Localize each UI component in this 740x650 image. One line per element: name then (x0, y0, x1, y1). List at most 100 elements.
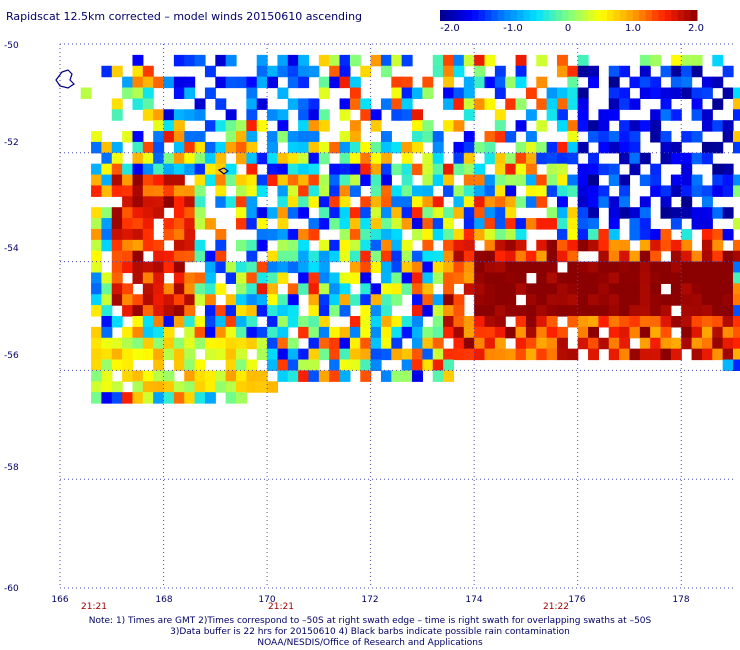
data-cell (650, 163, 662, 176)
data-cell (349, 131, 361, 143)
data-cell (556, 305, 568, 317)
data-cell (556, 294, 568, 306)
data-cell (267, 163, 279, 176)
data-cell (494, 152, 506, 165)
data-cell (422, 76, 434, 89)
data-cell (619, 131, 631, 143)
data-cell (650, 54, 662, 67)
data-cell (256, 218, 268, 230)
data-cell (546, 283, 558, 295)
data-cell (691, 272, 703, 284)
data-cell (515, 218, 527, 230)
data-cell (505, 196, 517, 208)
data-cell (670, 87, 682, 99)
data-cell (525, 163, 537, 176)
data-cell (91, 163, 103, 176)
data-cell (639, 65, 651, 78)
data-cell (391, 141, 403, 154)
data-cell (194, 152, 206, 165)
data-cell (101, 152, 113, 165)
data-cell (474, 65, 486, 78)
data-cell (567, 294, 579, 306)
data-cell (184, 218, 196, 230)
data-cell (277, 207, 289, 219)
data-cell (598, 337, 610, 350)
data-cell (660, 294, 672, 306)
data-cell (287, 152, 299, 165)
data-cell (505, 131, 517, 143)
data-cell (650, 250, 662, 263)
data-cell (660, 305, 672, 317)
data-cell (650, 348, 662, 361)
data-cell (339, 174, 351, 187)
data-cell (132, 392, 144, 404)
data-cell (474, 326, 486, 339)
data-cell (101, 65, 113, 78)
data-cell (453, 141, 465, 154)
data-cell (608, 316, 620, 328)
data-cell (391, 283, 403, 295)
data-cell (733, 348, 740, 361)
data-cell (122, 359, 134, 371)
data-cell (691, 174, 703, 187)
data-cell (246, 218, 258, 230)
data-cell (733, 326, 740, 339)
data-cell (691, 337, 703, 350)
data-cell (308, 250, 320, 263)
colorbar-swatch (484, 10, 492, 21)
data-cell (515, 152, 527, 165)
data-cell (329, 141, 341, 154)
data-cell (577, 228, 589, 241)
data-cell (701, 152, 713, 165)
data-cell (308, 65, 320, 78)
data-cell (691, 261, 703, 274)
data-cell (681, 294, 693, 306)
data-cell (660, 196, 672, 208)
data-cell (236, 218, 247, 230)
data-cell (629, 283, 641, 295)
data-cell (453, 120, 465, 132)
data-cell (349, 316, 361, 328)
data-cell (567, 348, 579, 361)
data-cell (691, 305, 703, 317)
data-cell (370, 239, 382, 252)
data-cell (153, 294, 165, 306)
data-cell (277, 305, 289, 317)
data-cell (401, 272, 413, 284)
data-cell (204, 337, 216, 350)
data-cell (577, 272, 589, 284)
data-cell (432, 305, 444, 317)
data-cell (111, 381, 123, 393)
data-cell (360, 109, 372, 121)
data-cell (215, 120, 227, 132)
data-cell (588, 261, 599, 274)
data-cell (391, 218, 403, 230)
data-cell (629, 141, 641, 154)
data-cell (236, 294, 247, 306)
data-cell (308, 109, 320, 121)
data-cell (453, 326, 465, 339)
data-cell (173, 337, 185, 350)
data-cell (733, 305, 740, 317)
data-cell (277, 185, 289, 197)
data-cell (132, 196, 144, 208)
data-cell (380, 326, 392, 339)
data-cell (91, 218, 103, 230)
data-cell (432, 370, 444, 382)
data-cell (401, 87, 413, 99)
data-cell (412, 185, 423, 197)
data-cell (277, 54, 289, 67)
colorbar-swatch (664, 10, 672, 21)
data-cell (360, 348, 372, 361)
data-cell (225, 316, 237, 328)
data-cell (453, 98, 465, 110)
data-cell (349, 54, 361, 67)
data-cell (142, 87, 154, 99)
data-cell (391, 261, 403, 274)
data-cell (681, 326, 693, 339)
data-cell (101, 185, 113, 197)
data-cell (122, 196, 134, 208)
data-cell (132, 185, 144, 197)
data-cell (225, 141, 237, 154)
data-cell (701, 272, 713, 284)
